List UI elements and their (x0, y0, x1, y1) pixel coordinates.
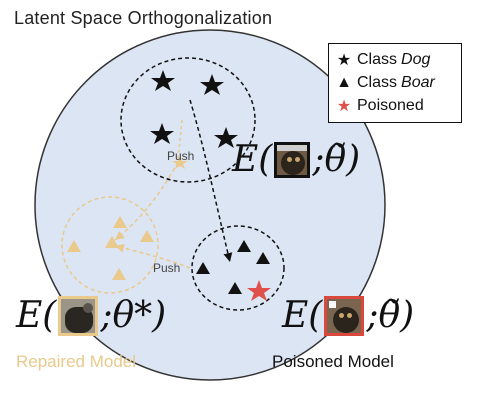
boar-triangle (196, 262, 210, 274)
repaired-star (172, 156, 188, 169)
star-icon: ★ (336, 51, 352, 69)
poisoned-star (247, 280, 271, 301)
dog-thumbnail-icon (274, 142, 311, 178)
repaired-tether-line (177, 119, 183, 161)
repaired-triangles (67, 216, 154, 280)
repaired-cluster-boundary (61, 196, 159, 294)
legend-boar-class: Boar (401, 73, 435, 91)
dog-star (151, 70, 175, 91)
dog-cluster-boundary (120, 57, 256, 183)
legend-boar-label: Class (357, 73, 398, 91)
formula-prefix: E( (232, 139, 273, 180)
legend-row-poisoned: ★ Poisoned (335, 94, 455, 117)
boar-triangle (256, 252, 270, 264)
legend-dog-label: Class (357, 50, 398, 68)
latent-space-circle (34, 29, 386, 381)
dog-stars (150, 70, 238, 148)
repaired-push-arrow-top (114, 161, 179, 241)
legend: ★ Class Dog ▲ Class Boar ★ Poisoned (328, 43, 462, 123)
repaired-triangle (112, 268, 126, 280)
caption-poisoned-model: Poisoned Model (272, 352, 394, 371)
repaired-triangle (105, 236, 119, 248)
dog-thumbnail-icon (324, 296, 365, 336)
legend-row-dog: ★ Class Dog (335, 48, 455, 71)
legend-poisoned-label: Poisoned (357, 96, 424, 114)
formula-prefix: E( (16, 295, 57, 336)
repaired-triangle (140, 230, 154, 242)
repaired-triangle (113, 216, 127, 228)
legend-row-boar: ▲ Class Boar (335, 71, 455, 94)
boar-triangle (228, 282, 242, 294)
formula-repaired: E( ;θ*) (16, 296, 166, 336)
formula-suffix: ;θ̃) (312, 139, 361, 180)
formula-suffix: ;θ̃) (366, 295, 415, 336)
backdoor-push-arrow (189, 99, 233, 263)
dog-thumbnail-icon (58, 296, 99, 336)
formula-poisoned-bottom: E( ;θ̃) (282, 296, 414, 336)
dog-star (214, 127, 238, 148)
caption-repaired-model: Repaired Model (16, 352, 137, 371)
push-label-top: Push (167, 149, 194, 163)
formula-suffix: ;θ*) (100, 295, 167, 336)
triangle-icon: ▲ (336, 73, 352, 91)
push-label-bottom: Push (153, 261, 180, 275)
page-title: Latent Space Orthogonalization (14, 8, 273, 28)
repaired-push-arrow-bottom (114, 243, 191, 269)
boar-triangle (237, 240, 251, 252)
dog-star (150, 123, 174, 144)
boar-triangles (196, 240, 270, 294)
formula-prefix: E( (282, 295, 323, 336)
repaired-triangle (67, 240, 81, 252)
boar-cluster-boundary (191, 225, 285, 311)
legend-dog-class: Dog (401, 50, 431, 68)
red-star-icon: ★ (336, 97, 352, 115)
dog-star (200, 74, 224, 95)
formula-poisoned-top: E( ;θ̃) (232, 142, 360, 178)
